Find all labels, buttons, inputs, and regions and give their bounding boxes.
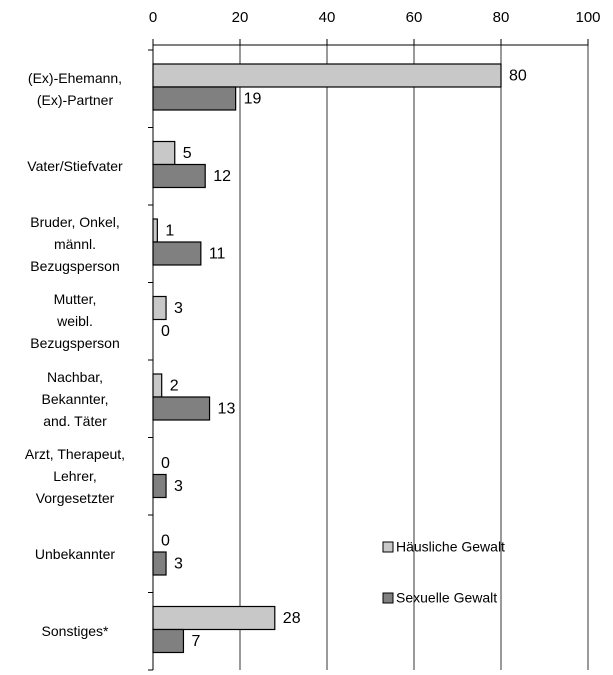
data-label: 3 — [174, 556, 183, 573]
y-tick-label: Sonstiges* — [41, 623, 109, 640]
bar — [152, 295, 167, 321]
bar — [152, 373, 163, 398]
x-tick-label: 0 — [149, 9, 157, 26]
y-tick-label: Arzt, Therapeut, Lehrer, Vorgesetzter — [24, 446, 126, 507]
legend-swatch — [382, 541, 394, 553]
data-label: 0 — [161, 533, 170, 550]
legend-label: Sexuelle Gewalt — [396, 590, 497, 606]
bar — [152, 551, 167, 576]
y-tick-label: (Ex)-Ehemann, (Ex)-Partner — [27, 69, 123, 108]
bar — [152, 605, 276, 631]
data-label: 80 — [509, 68, 527, 85]
data-label: 11 — [209, 246, 226, 263]
legend-swatch — [382, 592, 394, 604]
data-label: 2 — [170, 378, 179, 395]
x-tick-label: 100 — [575, 9, 600, 26]
bar — [152, 241, 202, 266]
bar — [152, 628, 185, 654]
x-tick-label: 20 — [232, 9, 249, 26]
y-tick-label: Bruder, Onkel, männl. Bezugsperson — [30, 213, 120, 274]
data-label: 3 — [174, 478, 183, 495]
data-label: 1 — [165, 223, 174, 240]
bar — [152, 86, 237, 111]
y-tick-label: Unbekannter — [34, 545, 116, 562]
data-label: 5 — [183, 145, 192, 162]
y-tick-label: Vater/Stiefvater — [27, 158, 123, 175]
bar — [152, 140, 176, 166]
data-label: 7 — [191, 633, 200, 650]
legend-label: Häusliche Gewalt — [396, 539, 505, 555]
x-tick-label: 80 — [493, 9, 510, 26]
data-label: 12 — [213, 168, 231, 185]
bar — [152, 218, 158, 243]
data-label: 13 — [218, 401, 236, 418]
y-tick-label: Nachbar, Bekannter, and. Täter — [41, 368, 109, 429]
bar — [152, 396, 211, 421]
bar — [152, 63, 502, 88]
bar — [152, 473, 167, 499]
x-tick-label: 40 — [319, 9, 336, 26]
x-tick-label: 60 — [406, 9, 423, 26]
data-label: 28 — [283, 610, 301, 627]
data-label: 0 — [161, 323, 170, 340]
data-label: 19 — [244, 91, 262, 108]
data-label: 0 — [161, 455, 170, 472]
data-label: 3 — [174, 300, 183, 317]
y-tick-label: Mutter, weibl. Bezugsperson — [30, 291, 120, 352]
bar — [152, 163, 206, 189]
